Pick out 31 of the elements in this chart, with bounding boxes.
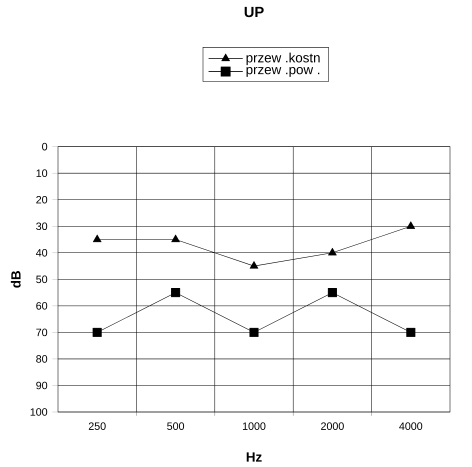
y-tick-label: 50 (36, 276, 48, 284)
chart-title: UP (244, 7, 264, 18)
point (328, 288, 337, 298)
y-tick-label: 100 (30, 408, 48, 416)
x-tick-label: 4000 (399, 422, 422, 430)
point (171, 288, 180, 298)
legend-label: przew .pow . (246, 67, 320, 78)
y-axis-title: dB (10, 271, 21, 288)
x-tick-label: 250 (88, 422, 106, 430)
x-axis-title: Hz (246, 452, 262, 462)
y-tick-label: 80 (36, 355, 48, 363)
y-tick-label: 60 (36, 302, 48, 310)
x-tick-label: 500 (167, 422, 184, 430)
legend-label: przew .kostn (246, 52, 320, 66)
y-tick-label: 70 (36, 328, 48, 336)
y-tick-label: 40 (36, 249, 48, 257)
point (92, 328, 102, 338)
point (250, 261, 258, 269)
point (406, 328, 416, 338)
y-tick-label: 30 (36, 222, 48, 230)
y-tick-label: 0 (42, 143, 48, 151)
point (328, 248, 337, 256)
y-tick-label: 10 (36, 170, 48, 178)
point (406, 221, 416, 230)
y-tick-label: 90 (36, 382, 48, 390)
point (171, 234, 180, 242)
point (92, 234, 102, 242)
x-tick-label: 2000 (321, 422, 344, 430)
x-tick-label: 1000 (242, 422, 266, 430)
y-tick-label: 20 (36, 196, 48, 204)
point (249, 328, 259, 338)
